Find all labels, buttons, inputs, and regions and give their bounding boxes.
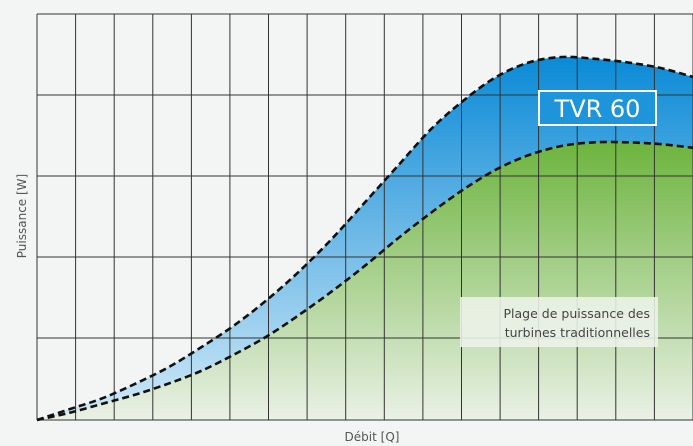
grid bbox=[36, 13, 693, 421]
series-lines bbox=[36, 55, 693, 422]
series-line-1 bbox=[36, 140, 693, 422]
series-area-1 bbox=[37, 141, 693, 420]
y-axis-label: Puissance [W] bbox=[15, 174, 29, 258]
tvr-label: TVR 60 bbox=[554, 95, 641, 123]
tvr-label-box: TVR 60 bbox=[538, 90, 657, 126]
traditional-note-box: Plage de puissance des turbines traditio… bbox=[460, 297, 658, 347]
traditional-note-line1: Plage de puissance des bbox=[504, 306, 650, 321]
x-axis-label: Débit [Q] bbox=[345, 430, 400, 444]
series-line-0 bbox=[36, 55, 693, 422]
traditional-note-line2: turbines traditionnelles bbox=[505, 325, 650, 340]
